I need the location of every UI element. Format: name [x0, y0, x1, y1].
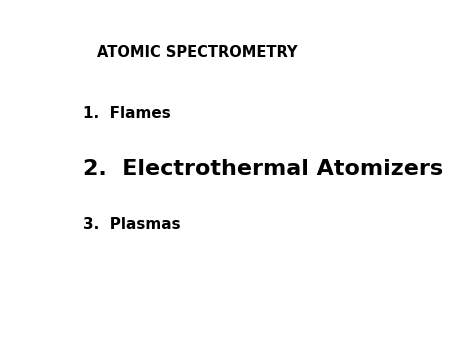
- Text: 1.  Flames: 1. Flames: [83, 106, 171, 121]
- Text: 2.  Electrothermal Atomizers: 2. Electrothermal Atomizers: [83, 159, 443, 179]
- Text: 3.  Plasmas: 3. Plasmas: [83, 217, 181, 232]
- Text: ATOMIC SPECTROMETRY: ATOMIC SPECTROMETRY: [97, 45, 297, 60]
